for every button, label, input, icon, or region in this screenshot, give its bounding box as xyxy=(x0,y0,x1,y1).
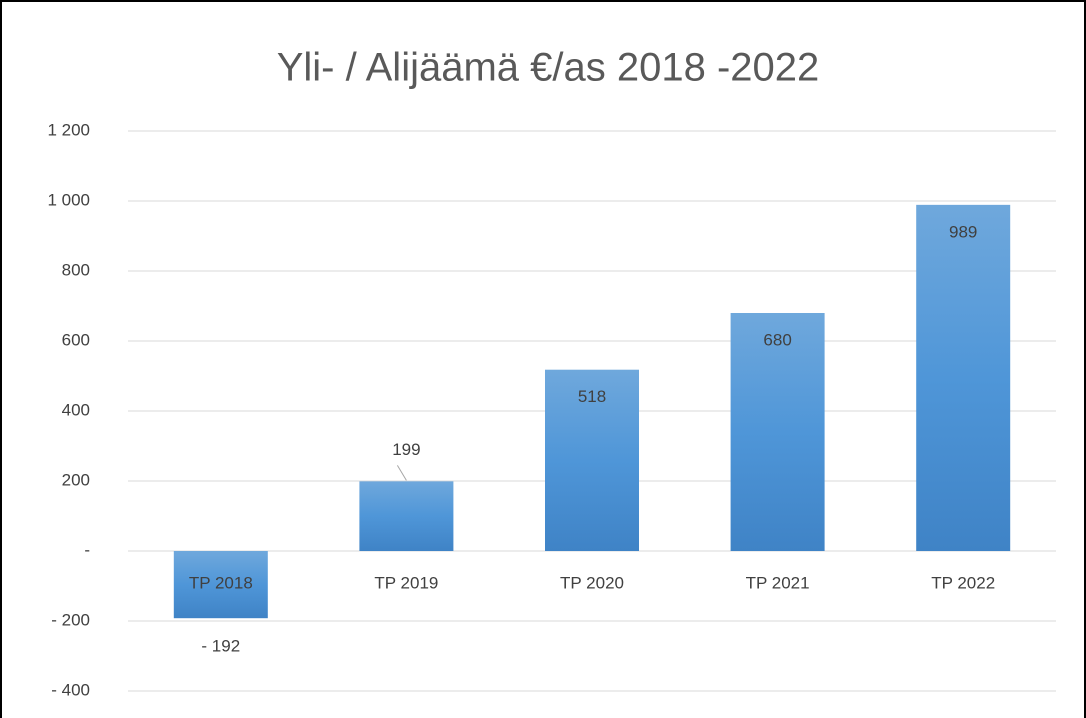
bar xyxy=(545,369,639,551)
y-tick-label: 600 xyxy=(62,330,90,349)
y-tick-label: 1 000 xyxy=(47,190,90,209)
bar xyxy=(730,313,825,551)
data-label: 199 xyxy=(392,440,420,459)
data-label: 989 xyxy=(949,222,977,241)
chart-title: Yli- / Alijäämä €/as 2018 -2022 xyxy=(277,46,820,90)
x-tick-label: TP 2021 xyxy=(746,573,810,592)
leader-line xyxy=(396,465,407,481)
x-tick-label: TP 2019 xyxy=(374,573,438,592)
x-tick-label: TP 2020 xyxy=(560,573,624,592)
y-tick-label: - 200 xyxy=(51,610,90,629)
bar xyxy=(173,551,268,619)
y-tick-label: - xyxy=(84,540,90,559)
x-tick-label: TP 2022 xyxy=(931,573,995,592)
y-tick-label: - 400 xyxy=(51,680,90,699)
bar xyxy=(359,481,454,551)
y-tick-label: 400 xyxy=(62,400,90,419)
data-label: - 192 xyxy=(201,637,240,656)
data-label: 680 xyxy=(763,330,791,349)
x-tick-label: TP 2018 xyxy=(189,573,253,592)
y-tick-label: 200 xyxy=(62,470,90,489)
y-tick-label: 1 200 xyxy=(47,120,90,139)
y-tick-label: 800 xyxy=(62,260,90,279)
data-label: 518 xyxy=(578,387,606,406)
bar xyxy=(916,204,1011,551)
